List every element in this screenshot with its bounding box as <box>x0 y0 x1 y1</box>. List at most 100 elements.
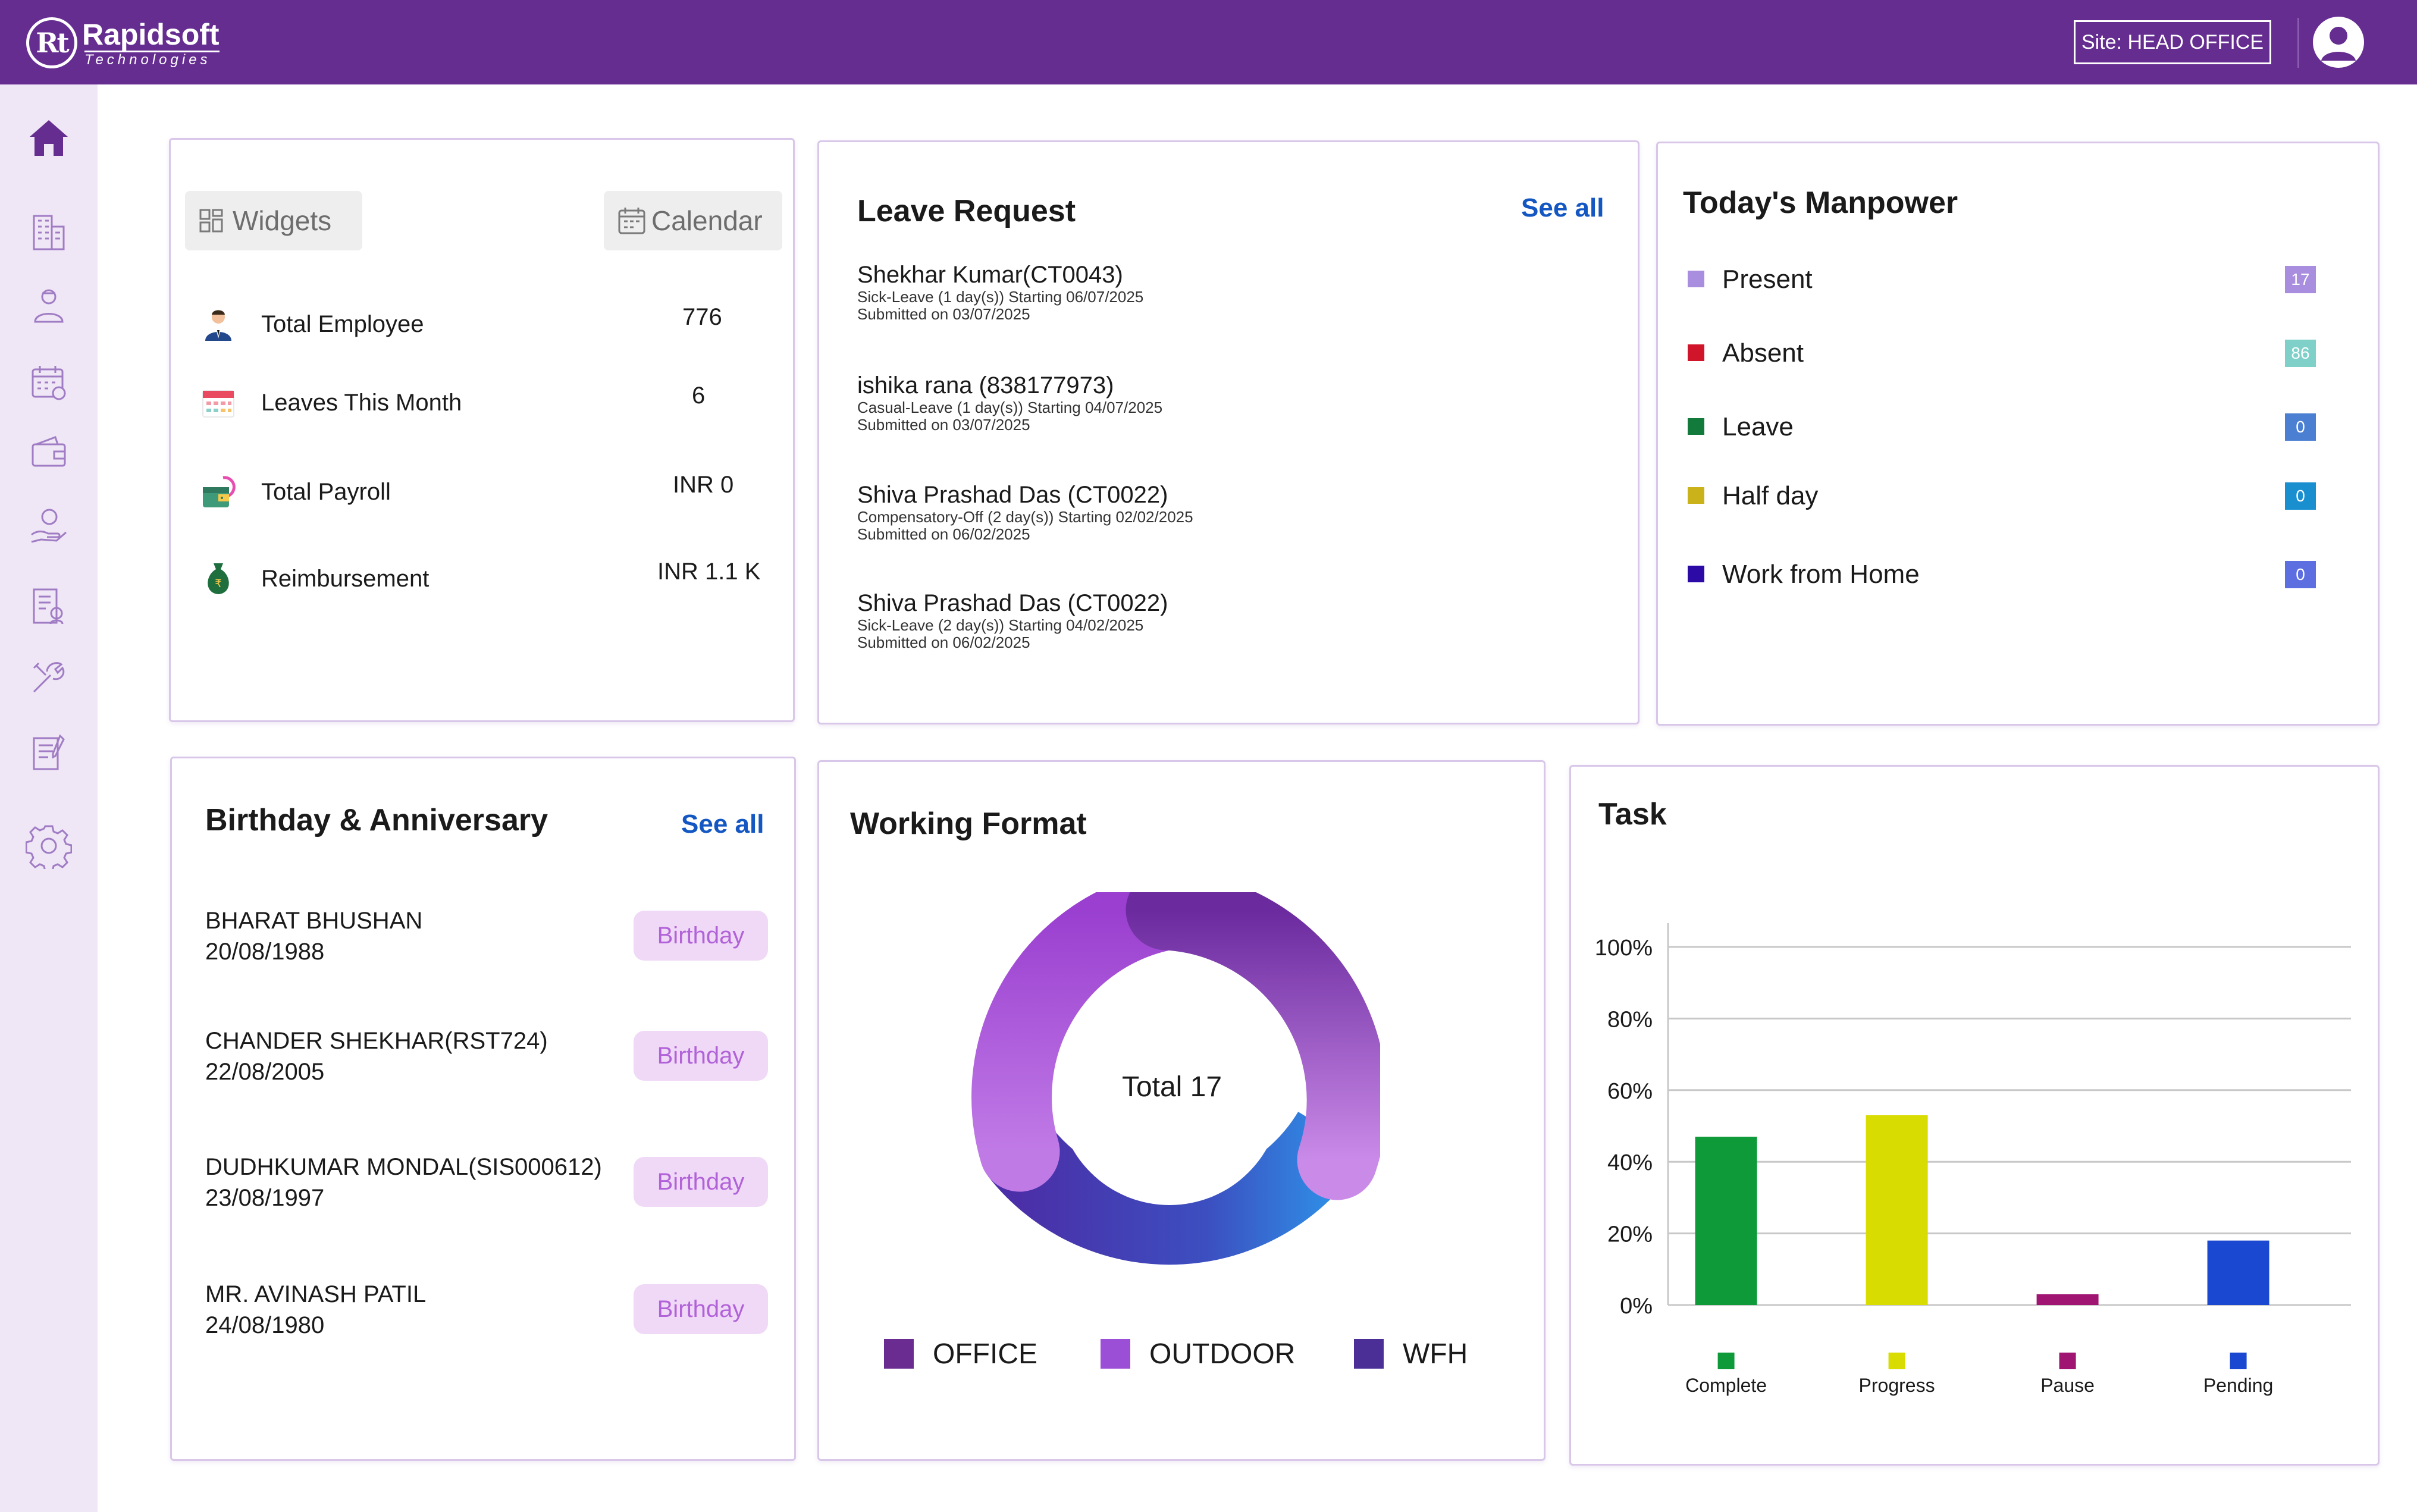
legend-swatch <box>2230 1353 2247 1369</box>
wallet-icon[interactable] <box>25 428 73 476</box>
calendar-label: Calendar <box>651 205 763 236</box>
manpower-card: Today's Manpower Present 17 Absent 86 Le… <box>1656 142 2380 726</box>
stat-reimbursement[interactable]: ₹ Reimbursement INR 1.1 K <box>171 555 795 603</box>
donut-hole <box>1058 981 1281 1205</box>
legend-label: WFH <box>1403 1338 1468 1370</box>
document-edit-icon[interactable] <box>25 729 73 777</box>
manpower-row-absent[interactable]: Absent 86 <box>1683 334 2355 369</box>
gear-icon[interactable] <box>25 822 73 870</box>
count-badge: 0 <box>2285 482 2316 510</box>
birthday-item[interactable]: MR. AVINASH PATIL 24/08/1980 Birthday <box>205 1279 770 1345</box>
calendar-icon[interactable] <box>25 358 73 406</box>
working-format-donut[interactable] <box>964 892 1380 1309</box>
bar-pending[interactable] <box>2207 1240 2269 1305</box>
x-category-label: Progress <box>1859 1375 1935 1396</box>
tools-icon[interactable] <box>25 653 73 701</box>
y-tick-label: 60% <box>1607 1079 1653 1104</box>
leave-request-item[interactable]: ishika rana (838177973) Casual-Leave (1 … <box>857 372 1571 434</box>
leave-request-item[interactable]: Shiva Prashad Das (CT0022) Compensatory-… <box>857 481 1571 543</box>
site-selector-button[interactable]: Site: HEAD OFFICE <box>2074 20 2271 64</box>
stat-label: Leaves This Month <box>261 390 462 416</box>
leave-detail: Sick-Leave (1 day(s)) Starting 06/07/202… <box>857 288 1144 306</box>
user-icon <box>2321 27 2356 61</box>
stat-value: INR 1.1 K <box>657 559 761 585</box>
stat-total-payroll[interactable]: Total Payroll INR 0 <box>171 468 795 516</box>
leave-request-item[interactable]: Shiva Prashad Das (CT0022) Sick-Leave (2… <box>857 589 1571 651</box>
stat-leaves-this-month[interactable]: Leaves This Month 6 <box>171 379 795 426</box>
report-icon[interactable] <box>25 583 73 630</box>
home-icon[interactable] <box>25 114 73 162</box>
status-dot <box>1688 344 1704 361</box>
leave-submitted: Submitted on 06/02/2025 <box>857 633 1030 651</box>
logo-subtitle: Technologies <box>84 50 220 68</box>
bar-pause[interactable] <box>2036 1294 2099 1305</box>
legend-wfh[interactable]: WFH <box>1354 1336 1468 1372</box>
header-divider <box>2297 18 2299 68</box>
widgets-icon <box>199 209 223 233</box>
payroll-icon <box>203 476 236 507</box>
person-name: DUDHKUMAR MONDAL(SIS000612) <box>205 1154 602 1180</box>
manpower-label: Present <box>1722 265 1813 294</box>
leave-submitted: Submitted on 03/07/2025 <box>857 305 1030 323</box>
calendar-icon <box>202 390 234 418</box>
person-name: BHARAT BHUSHAN <box>205 908 423 934</box>
event-badge: Birthday <box>634 911 768 961</box>
logo-name: Rapidsoft <box>82 17 220 51</box>
svg-text:₹: ₹ <box>215 578 221 590</box>
stat-total-employee[interactable]: Total Employee 776 <box>171 300 795 348</box>
user-avatar-button[interactable] <box>2313 17 2364 68</box>
bar-progress[interactable] <box>1866 1115 1928 1305</box>
birthday-item[interactable]: DUDHKUMAR MONDAL(SIS000612) 23/08/1997 B… <box>205 1152 770 1218</box>
company-logo[interactable]: Rt Rapidsoft Technologies <box>26 13 220 73</box>
birthday-see-all-link[interactable]: See all <box>681 810 764 839</box>
status-dot <box>1688 566 1704 582</box>
count-badge: 17 <box>2285 266 2316 293</box>
donut-segment-office[interactable] <box>971 892 1206 1192</box>
donut-segment-wfh[interactable] <box>988 1111 1367 1265</box>
hand-coin-icon[interactable] <box>25 502 73 550</box>
employee-icon <box>205 310 231 341</box>
leave-submitted: Submitted on 06/02/2025 <box>857 525 1030 543</box>
leave-request-item[interactable]: Shekhar Kumar(CT0043) Sick-Leave (1 day(… <box>857 261 1571 323</box>
birthday-item[interactable]: CHANDER SHEKHAR(RST724) 22/08/2005 Birth… <box>205 1026 770 1091</box>
manpower-row-present[interactable]: Present 17 <box>1683 260 2355 296</box>
leave-submitted: Submitted on 03/07/2025 <box>857 416 1030 434</box>
widgets-label: Widgets <box>233 205 332 236</box>
manpower-row-leave[interactable]: Leave 0 <box>1683 407 2355 443</box>
manpower-row-half-day[interactable]: Half day 0 <box>1683 476 2355 512</box>
sidebar <box>0 84 98 1512</box>
y-tick-label: 80% <box>1607 1007 1653 1032</box>
stat-value: 776 <box>682 304 722 330</box>
widgets-button[interactable]: Widgets <box>185 191 362 250</box>
employee-icon[interactable] <box>25 281 73 328</box>
person-date: 20/08/1988 <box>205 939 325 965</box>
legend-outdoor[interactable]: OUTDOOR <box>1101 1336 1295 1372</box>
legend-swatch <box>2059 1353 2076 1369</box>
legend-swatch <box>1888 1353 1905 1369</box>
manpower-label: Absent <box>1722 338 1804 368</box>
legend-office[interactable]: OFFICE <box>884 1336 1037 1372</box>
person-name: CHANDER SHEKHAR(RST724) <box>205 1028 548 1054</box>
manpower-label: Half day <box>1722 481 1819 510</box>
building-icon[interactable] <box>25 208 73 256</box>
leave-employee-name: Shiva Prashad Das (CT0022) <box>857 482 1168 508</box>
birthday-item[interactable]: BHARAT BHUSHAN 20/08/1988 Birthday <box>205 906 770 971</box>
calendar-button[interactable]: Calendar <box>604 191 782 250</box>
person-date: 24/08/1980 <box>205 1312 325 1338</box>
task-title: Task <box>1598 797 1667 832</box>
birthday-card: Birthday & Anniversary See all BHARAT BH… <box>170 757 796 1461</box>
donut-segment-outdoor[interactable] <box>1126 892 1380 1200</box>
legend-swatch <box>1354 1339 1384 1369</box>
money-bag-icon: ₹ <box>208 563 229 594</box>
stat-value: 6 <box>692 382 706 409</box>
bar-complete[interactable] <box>1695 1137 1757 1305</box>
leave-employee-name: Shekhar Kumar(CT0043) <box>857 262 1123 288</box>
x-category-label: Pause <box>2040 1375 2095 1396</box>
manpower-row-work-from-home[interactable]: Work from Home 0 <box>1683 555 2355 591</box>
y-tick-label: 0% <box>1620 1294 1653 1319</box>
leave-employee-name: ishika rana (838177973) <box>857 372 1114 399</box>
summary-card: Widgets Calendar Total Employee 776 Leav… <box>169 138 795 722</box>
leave-see-all-link[interactable]: See all <box>1521 193 1604 222</box>
leave-detail: Sick-Leave (2 day(s)) Starting 04/02/202… <box>857 616 1144 634</box>
task-card: Task <box>1569 765 2380 1466</box>
